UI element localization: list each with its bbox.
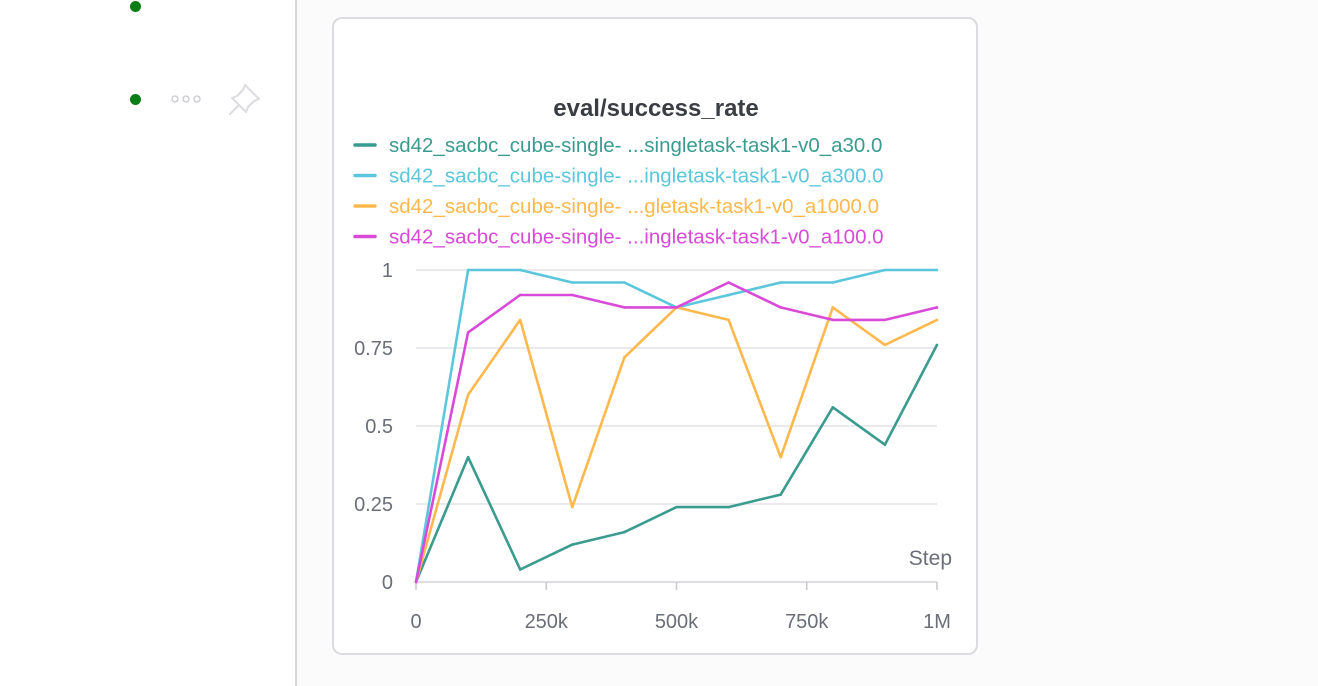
data-point[interactable] xyxy=(518,268,522,272)
data-point[interactable] xyxy=(831,306,835,309)
y-tick-label: 0.5 xyxy=(365,416,393,438)
data-point[interactable] xyxy=(466,331,470,334)
data-point[interactable] xyxy=(883,268,887,272)
data-point[interactable] xyxy=(935,268,939,272)
data-point[interactable] xyxy=(779,493,782,496)
data-point[interactable] xyxy=(414,580,418,584)
y-tick-label: 1 xyxy=(382,260,393,282)
x-tick-label: 0 xyxy=(410,611,421,633)
data-point[interactable] xyxy=(518,568,522,571)
x-tick-label: 750k xyxy=(785,611,829,633)
y-tick-label: 0.75 xyxy=(354,338,393,360)
data-point[interactable] xyxy=(571,293,574,297)
data-point[interactable] xyxy=(466,393,470,397)
data-point[interactable] xyxy=(831,281,835,284)
data-point[interactable] xyxy=(571,543,574,546)
data-point[interactable] xyxy=(727,293,730,297)
x-tick-label: 500k xyxy=(655,611,699,633)
data-point[interactable] xyxy=(883,343,887,347)
x-tick-label: 250k xyxy=(525,611,569,633)
y-tick-label: 0 xyxy=(382,572,393,594)
x-axis: 0 250k 500k 750k 1M xyxy=(410,581,951,633)
data-point[interactable] xyxy=(518,318,522,322)
data-point[interactable] xyxy=(935,343,939,347)
data-point[interactable] xyxy=(779,455,782,459)
legend-entry[interactable]: sd42_sacbc_cube-single- ...singletask-ta… xyxy=(389,134,882,157)
y-axis: 0 0.25 0.5 0.75 1 xyxy=(354,260,393,594)
pin-icon[interactable] xyxy=(226,80,264,118)
data-point[interactable] xyxy=(623,281,626,284)
pane-divider[interactable] xyxy=(295,0,297,686)
more-dots-icon[interactable] xyxy=(170,93,202,105)
x-tick-label: 1M xyxy=(923,611,951,633)
data-point[interactable] xyxy=(727,281,730,284)
run-status-dot xyxy=(130,1,141,12)
data-point[interactable] xyxy=(623,530,626,534)
data-point[interactable] xyxy=(466,268,470,272)
data-point[interactable] xyxy=(831,405,835,409)
legend-entry[interactable]: sd42_sacbc_cube-single- ...ingletask-tas… xyxy=(389,165,884,188)
data-point[interactable] xyxy=(675,505,678,509)
data-point[interactable] xyxy=(727,318,730,322)
data-point[interactable] xyxy=(831,318,835,322)
y-tick-label: 0.25 xyxy=(354,494,393,516)
data-point[interactable] xyxy=(466,455,470,459)
data-point[interactable] xyxy=(779,281,782,284)
legend-entry[interactable]: sd42_sacbc_cube-single- ...ingletask-tas… xyxy=(389,226,884,249)
chart-series xyxy=(414,268,939,584)
runs-sidebar xyxy=(0,0,295,686)
data-point[interactable] xyxy=(727,505,730,509)
data-point[interactable] xyxy=(571,505,574,509)
x-axis-label: Step xyxy=(909,547,952,570)
legend-entry[interactable]: sd42_sacbc_cube-single- ...gletask-task1… xyxy=(389,195,879,218)
data-point[interactable] xyxy=(935,318,939,322)
data-point[interactable] xyxy=(518,293,522,297)
data-point[interactable] xyxy=(623,356,626,359)
data-point[interactable] xyxy=(779,306,782,309)
data-point[interactable] xyxy=(883,443,887,447)
series-line-1[interactable] xyxy=(414,344,939,583)
chart-title: eval/success_rate xyxy=(553,95,759,122)
data-point[interactable] xyxy=(675,306,678,309)
data-point[interactable] xyxy=(571,281,574,284)
data-point[interactable] xyxy=(883,318,887,322)
data-point[interactable] xyxy=(623,306,626,309)
chart-legend: sd42_sacbc_cube-single- ...singletask-ta… xyxy=(353,134,884,249)
run-status-dot xyxy=(130,94,141,105)
data-point[interactable] xyxy=(935,306,939,309)
